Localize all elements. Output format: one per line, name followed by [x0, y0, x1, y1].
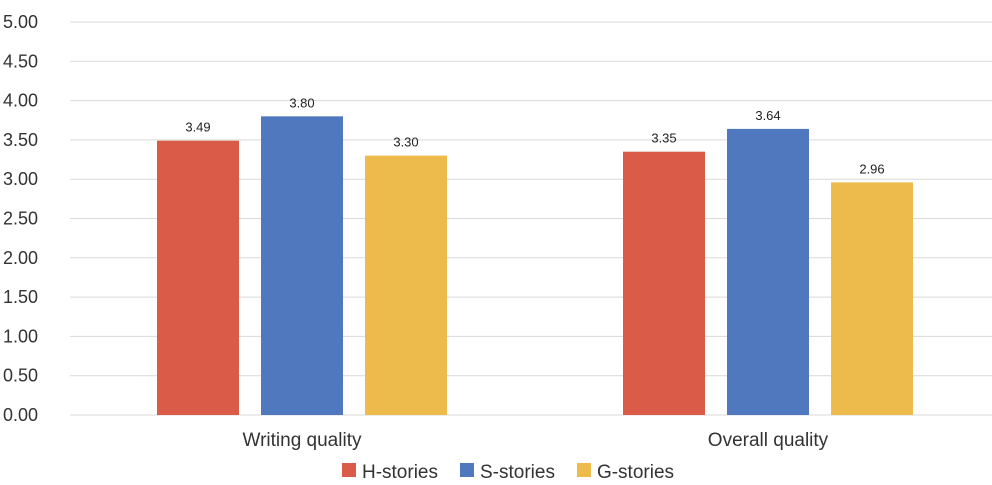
category-labels: Writing quality Overall quality [243, 430, 829, 451]
y-tick-label: 2.00 [3, 248, 38, 268]
y-tick-label: 1.00 [3, 326, 38, 346]
legend-swatch [459, 463, 474, 477]
bar-s-stories [261, 116, 343, 415]
data-label: 3.49 [185, 120, 210, 135]
data-labels: 3.49 3.80 3.30 3.35 3.64 2.96 [185, 95, 884, 176]
bar-s-stories [727, 128, 809, 415]
data-label: 2.96 [859, 161, 884, 176]
category-label: Overall quality [708, 430, 829, 451]
y-tick-label: 2.50 [3, 209, 38, 229]
y-axis-tick-labels: 0.00 0.50 1.00 1.50 2.00 2.50 3.00 3.50 4.00 4.50… [3, 12, 38, 425]
legend-item: G-stories [576, 462, 674, 483]
legend-item: S-stories [459, 462, 555, 483]
data-label: 3.35 [651, 131, 676, 146]
legend: H-stories S-stories G-stories [341, 462, 674, 483]
legend-label: S-stories [480, 462, 555, 483]
bar-g-stories [365, 155, 447, 415]
bar-g-stories [831, 182, 913, 415]
y-tick-label: 0.50 [3, 366, 38, 386]
data-label: 3.80 [289, 95, 314, 110]
legend-swatch [576, 463, 591, 477]
data-label: 3.30 [393, 135, 418, 150]
category-label: Writing quality [243, 430, 362, 451]
bar-h-stories [623, 151, 705, 415]
legend-label: H-stories [362, 462, 438, 483]
y-tick-label: 4.50 [3, 51, 38, 71]
data-label: 3.64 [755, 108, 780, 123]
y-tick-label: 3.50 [3, 130, 38, 150]
bar-h-stories [157, 140, 239, 415]
legend-item: H-stories [341, 462, 438, 483]
legend-label: G-stories [597, 462, 674, 483]
bars [157, 116, 913, 415]
y-tick-label: 5.00 [3, 12, 38, 32]
legend-swatch [341, 463, 356, 477]
y-tick-label: 0.00 [3, 405, 38, 425]
y-tick-label: 1.50 [3, 287, 38, 307]
y-tick-label: 4.00 [3, 91, 38, 111]
y-tick-label: 3.00 [3, 169, 38, 189]
